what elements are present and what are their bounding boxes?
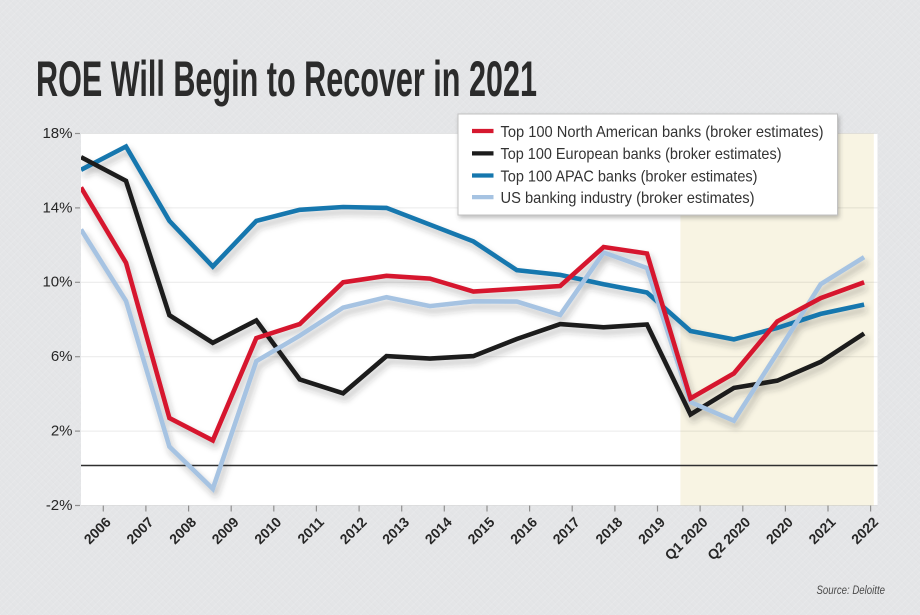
svg-text:Q2 2020: Q2 2020: [704, 514, 753, 563]
svg-text:2014: 2014: [422, 514, 455, 547]
svg-text:US banking industry (broker es: US banking industry (broker estimates): [501, 190, 755, 207]
svg-text:2%: 2%: [51, 423, 73, 440]
svg-text:2011: 2011: [294, 514, 327, 547]
svg-text:Top 100 APAC banks (broker est: Top 100 APAC banks (broker estimates): [501, 168, 758, 185]
svg-text:2018: 2018: [592, 514, 625, 547]
svg-text:2022: 2022: [848, 514, 881, 547]
svg-text:2006: 2006: [81, 514, 114, 547]
svg-text:2007: 2007: [123, 514, 156, 547]
svg-text:10%: 10%: [42, 274, 72, 291]
svg-text:2021: 2021: [805, 514, 838, 547]
svg-text:2015: 2015: [464, 514, 497, 547]
svg-text:2008: 2008: [166, 514, 199, 547]
svg-text:2010: 2010: [251, 514, 284, 547]
svg-text:2009: 2009: [208, 514, 241, 547]
svg-text:Top 100 European banks (broker: Top 100 European banks (broker estimates…: [501, 146, 782, 163]
svg-text:2019: 2019: [635, 514, 668, 547]
svg-text:-2%: -2%: [46, 497, 73, 514]
svg-text:6%: 6%: [51, 348, 73, 365]
svg-text:2017: 2017: [549, 514, 582, 547]
svg-text:ROE Will Begin to Recover in 2: ROE Will Begin to Recover in 2021: [36, 51, 537, 107]
svg-text:Source: Deloitte: Source: Deloitte: [817, 585, 886, 597]
svg-text:18%: 18%: [42, 125, 72, 142]
svg-text:14%: 14%: [42, 199, 72, 216]
svg-text:Top 100 North American banks (: Top 100 North American banks (broker est…: [501, 124, 824, 141]
svg-text:2016: 2016: [507, 514, 540, 547]
svg-text:2012: 2012: [336, 514, 369, 547]
svg-text:Q1 2020: Q1 2020: [661, 514, 710, 563]
svg-text:2020: 2020: [763, 514, 796, 547]
svg-text:2013: 2013: [379, 514, 412, 547]
